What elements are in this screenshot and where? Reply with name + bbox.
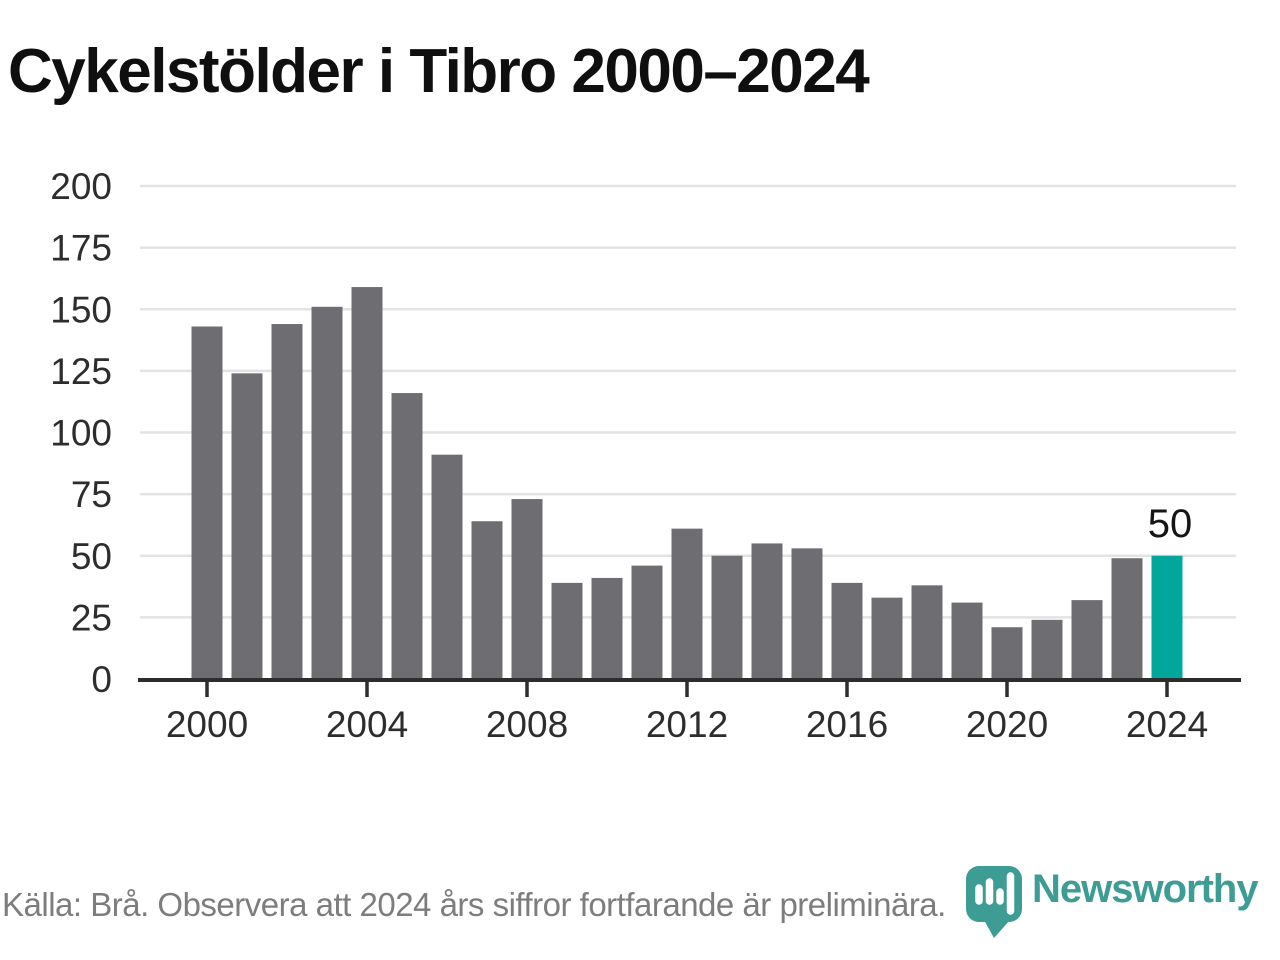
bar-2011 xyxy=(631,565,663,679)
bar-2003 xyxy=(311,306,343,679)
newsworthy-wordmark: Newsworthy xyxy=(1032,867,1259,911)
chart-title: Cykelstölder i Tibro 2000–2024 xyxy=(8,37,870,106)
bar-2020 xyxy=(991,627,1023,679)
y-tick-label-25: 25 xyxy=(71,597,112,638)
bar-2018 xyxy=(911,585,943,679)
bar-2017 xyxy=(871,597,903,679)
highlight-value-label: 50 xyxy=(1148,502,1193,546)
x-tick-label-2016: 2016 xyxy=(806,704,888,745)
bar-2005 xyxy=(391,393,423,679)
newsworthy-brand-lockup: Newsworthy xyxy=(960,855,1280,950)
bar-2022 xyxy=(1071,600,1103,679)
x-tick-label-2024: 2024 xyxy=(1126,704,1208,745)
x-tick-label-2000: 2000 xyxy=(166,704,248,745)
bar-2009 xyxy=(551,582,583,679)
bar-2019 xyxy=(951,602,983,679)
x-tick-label-2020: 2020 xyxy=(966,704,1048,745)
x-tick-label-2004: 2004 xyxy=(326,704,408,745)
bar-2002 xyxy=(271,324,303,679)
bar-2015 xyxy=(791,548,823,679)
bar-2001 xyxy=(231,373,263,679)
x-tick-label-2012: 2012 xyxy=(646,704,728,745)
bar-2000 xyxy=(191,326,223,679)
y-tick-label-50: 50 xyxy=(71,536,112,577)
bar-2012 xyxy=(671,528,703,679)
newsworthy-logo-icon xyxy=(966,866,1022,938)
y-tick-label-200: 200 xyxy=(50,166,112,207)
source-note: Källa: Brå. Observera att 2024 års siffr… xyxy=(2,886,946,923)
bar-chart: 0 25 50 75 100 125 150 175 200 2000 2004 2008 2012 20… xyxy=(50,166,1241,745)
bar-2016 xyxy=(831,582,863,679)
y-tick-label-75: 75 xyxy=(71,474,112,515)
bar-2004 xyxy=(351,287,383,679)
y-tick-label-125: 125 xyxy=(50,351,112,392)
bar-2007 xyxy=(471,521,503,679)
y-tick-label-175: 175 xyxy=(50,228,112,269)
logo-chart-bars xyxy=(975,872,1015,915)
bar-2024 xyxy=(1151,555,1183,679)
bar-2010 xyxy=(591,577,623,679)
bar-2013 xyxy=(711,555,743,679)
y-tick-label-0: 0 xyxy=(91,659,112,700)
bar-2014 xyxy=(751,543,783,679)
bar-2021 xyxy=(1031,619,1063,679)
x-tick-label-2008: 2008 xyxy=(486,704,568,745)
logo-bubble-tail xyxy=(984,920,1010,938)
y-tick-label-150: 150 xyxy=(50,289,112,330)
bar-2008 xyxy=(511,499,543,679)
y-tick-label-100: 100 xyxy=(50,413,112,454)
bar-2023 xyxy=(1111,558,1143,679)
bar-2006 xyxy=(431,454,463,679)
